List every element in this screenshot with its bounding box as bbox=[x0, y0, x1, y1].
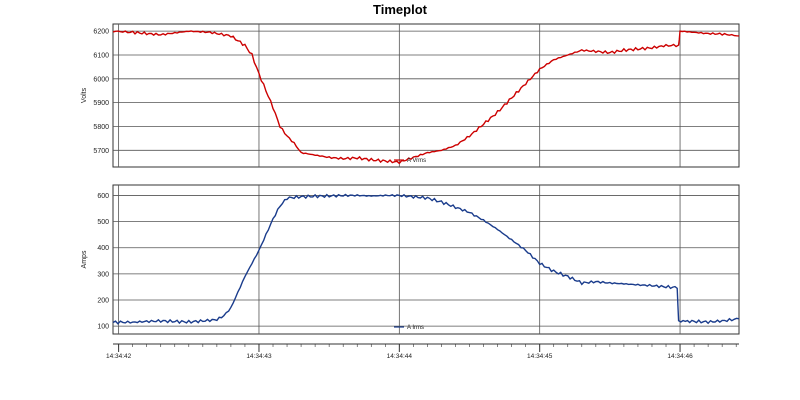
y-tick-label: 5900 bbox=[93, 100, 109, 107]
legend-label: A Irms bbox=[407, 325, 424, 331]
y-tick-label: 600 bbox=[97, 193, 109, 200]
legend: A Irms bbox=[394, 325, 424, 331]
y-axis-label: Amps bbox=[81, 250, 88, 268]
y-tick-label: 300 bbox=[97, 271, 109, 278]
y-tick-label: 400 bbox=[97, 245, 109, 252]
x-tick-label: 14:34:45 bbox=[527, 353, 553, 360]
plot-frame bbox=[112, 184, 740, 335]
x-tick-label: 14:34:46 bbox=[667, 353, 693, 360]
x-tick-label: 14:34:44 bbox=[387, 353, 413, 360]
y-tick-label: 6100 bbox=[93, 52, 109, 59]
x-axis: 14:34:42 14:34:43 14:34:44 14:34:45 14:34:46 bbox=[106, 343, 739, 360]
y-tick-label: 200 bbox=[97, 298, 109, 305]
x-tick-label: 14:34:42 bbox=[106, 353, 132, 360]
series-line-a-vrms bbox=[112, 30, 740, 165]
series-line-a-irms bbox=[112, 193, 740, 325]
y-tick-label: 6000 bbox=[93, 76, 109, 83]
y-axis-label: Volts bbox=[81, 87, 88, 103]
plot-frame bbox=[112, 23, 740, 168]
legend-label: A Vrms bbox=[407, 158, 426, 164]
y-tick-label: 500 bbox=[97, 219, 109, 226]
y-tick-label: 5800 bbox=[93, 124, 109, 131]
x-tick-label: 14:34:43 bbox=[246, 353, 272, 360]
panel-1: 5700 5800 5900 6000 6100 6200 Volts A Vrms bbox=[81, 23, 740, 168]
legend: A Vrms bbox=[394, 158, 426, 164]
chart-title: Timeplot bbox=[373, 2, 428, 17]
y-tick-label: 6200 bbox=[93, 29, 109, 36]
panel-2: 100 200 300 400 500 600 Amps A Irms bbox=[81, 184, 740, 335]
plots: 5700 5800 5900 6000 6100 6200 Volts A Vrms 100 20… bbox=[81, 23, 740, 360]
y-tick-label: 5700 bbox=[93, 148, 109, 155]
y-tick-label: 100 bbox=[97, 324, 109, 331]
